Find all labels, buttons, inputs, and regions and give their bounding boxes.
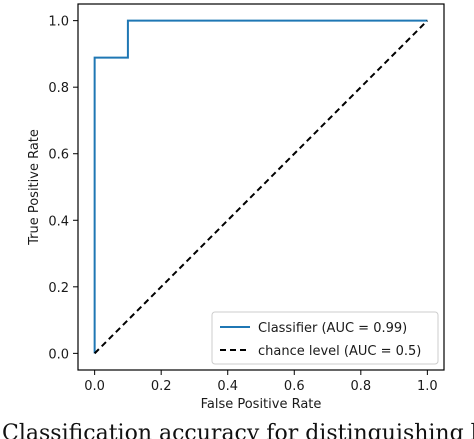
- x-tick-label: 0.2: [151, 379, 172, 394]
- y-tick-label: 1.0: [48, 15, 69, 30]
- x-axis-label: False Positive Rate: [201, 397, 322, 412]
- y-tick-label: 0.2: [48, 281, 69, 296]
- x-tick-label: 0.6: [284, 379, 305, 394]
- series-line-classifier: [93, 19, 428, 354]
- legend: Classifier (AUC = 0.99) chance level (AU…: [211, 311, 439, 365]
- y-tick-label: 0.8: [48, 81, 69, 96]
- roc-chart: 0.0 0.2 0.4 0.6 0.8 1.0 0.0 0.2 0.4 0.6 0.8 1.0 Fa…: [27, 3, 445, 412]
- series-line-chance-level: [93, 19, 429, 355]
- y-axis-ticks: 0.0 0.2 0.4 0.6 0.8 1.0: [48, 15, 78, 362]
- y-tick-label: 0.4: [48, 214, 69, 229]
- y-tick-label: 0.0: [48, 347, 69, 362]
- figure-caption: Classification accuracy for distinguishi…: [2, 421, 474, 439]
- plot-frame: [77, 3, 445, 371]
- x-axis-ticks: 0.0 0.2 0.4 0.6 0.8 1.0: [84, 370, 438, 394]
- series-layer: [93, 19, 429, 355]
- legend-label-chance-level: chance level (AUC = 0.5): [258, 344, 421, 359]
- x-tick-label: 0.4: [217, 379, 238, 394]
- legend-box: [211, 311, 439, 365]
- y-axis-label: True Positive Rate: [27, 129, 42, 246]
- x-tick-label: 1.0: [417, 379, 438, 394]
- y-tick-label: 0.6: [48, 148, 69, 163]
- x-tick-label: 0.8: [350, 379, 371, 394]
- x-tick-label: 0.0: [84, 379, 105, 394]
- legend-label-classifier: Classifier (AUC = 0.99): [258, 321, 407, 336]
